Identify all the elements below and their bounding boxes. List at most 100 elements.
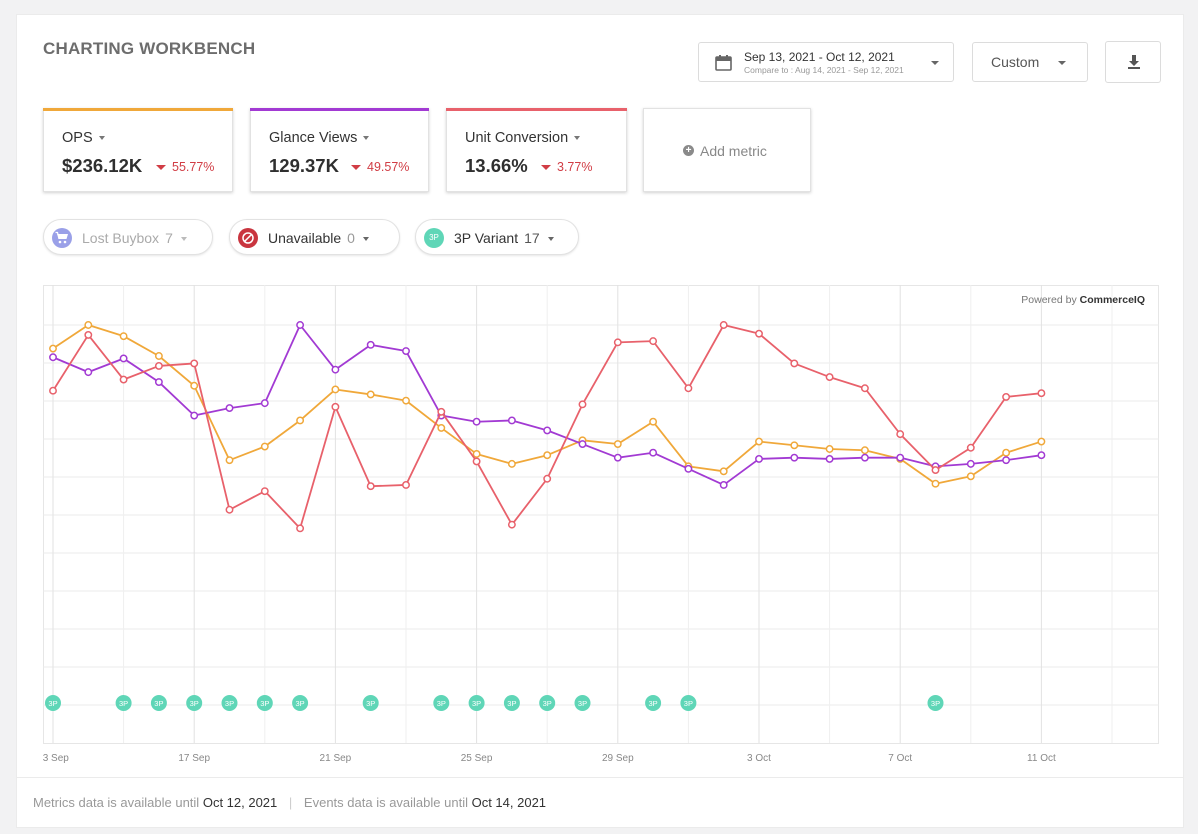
data-point xyxy=(755,329,763,338)
x-tick-label: 3 Oct xyxy=(747,753,771,764)
x-tick-label: 21 Sep xyxy=(320,753,352,764)
add-metric-label: Add metric xyxy=(700,143,767,159)
arrow-down-icon xyxy=(156,165,166,171)
separator: | xyxy=(288,795,293,810)
metric-color-bar xyxy=(43,108,233,111)
data-point xyxy=(719,467,728,476)
calendar-icon xyxy=(715,55,732,71)
metric-delta: 49.57% xyxy=(351,160,409,174)
data-point xyxy=(437,407,446,416)
data-point xyxy=(578,440,587,448)
event-marker-3p xyxy=(433,695,450,711)
data-point xyxy=(190,381,199,390)
powered-by-label: Powered by CommerceIQ xyxy=(1021,294,1145,306)
data-point xyxy=(1002,392,1011,401)
data-point xyxy=(296,416,305,425)
data-point xyxy=(225,505,234,514)
download-button[interactable] xyxy=(1105,41,1161,83)
metric-delta: 55.77% xyxy=(156,160,214,174)
compare-range-text: Compare to : Aug 14, 2021 - Sep 12, 2021 xyxy=(744,65,904,75)
metric-name[interactable]: OPS xyxy=(62,130,105,146)
data-point xyxy=(966,472,975,481)
event-marker-3p xyxy=(362,695,379,711)
data-point xyxy=(84,321,93,329)
event-marker-3p xyxy=(186,695,203,711)
data-point xyxy=(296,321,305,329)
event-marker-label: 3P xyxy=(48,699,57,708)
arrow-down-icon xyxy=(351,165,361,171)
data-point xyxy=(578,400,587,409)
event-filter-label: Unavailable 0 xyxy=(268,230,369,246)
data-point xyxy=(260,399,269,408)
page-title: CHARTING WORKBENCH xyxy=(43,39,256,58)
data-point xyxy=(790,453,799,462)
events-availability-label: Events data is available until xyxy=(303,795,468,810)
data-point xyxy=(366,482,375,491)
data-point xyxy=(296,524,305,533)
metric-card-ops[interactable]: OPS $236.12K 55.77% xyxy=(43,108,233,192)
metric-name[interactable]: Glance Views xyxy=(269,130,370,146)
preset-dropdown[interactable]: Custom xyxy=(972,42,1088,82)
data-point xyxy=(790,359,799,368)
data-point xyxy=(649,337,658,346)
data-point xyxy=(260,487,269,496)
data-point xyxy=(825,373,834,382)
data-point xyxy=(331,365,340,374)
data-point xyxy=(366,340,375,349)
data-point xyxy=(1002,456,1011,465)
x-tick-label: 13 Sep xyxy=(43,753,69,764)
data-point xyxy=(190,411,199,420)
event-filter-3p-variant[interactable]: 3P 3P Variant 17 xyxy=(415,219,579,255)
chevron-down-icon xyxy=(362,237,369,242)
date-range-picker[interactable]: Sep 13, 2021 - Oct 12, 2021 Compare to :… xyxy=(698,42,954,82)
data-point xyxy=(719,481,728,489)
data-point xyxy=(507,459,516,468)
divider xyxy=(17,777,1183,778)
metric-value: 13.66% xyxy=(465,155,528,176)
data-point xyxy=(790,441,799,450)
event-marker-3p xyxy=(221,695,238,711)
data-point xyxy=(402,347,410,355)
chart-svg: 13 Sep 17 Sep 21 Sep 25 Sep 29 Sep 3 Oct 7 Oct… xyxy=(37,285,1191,764)
x-tick-label: 25 Sep xyxy=(461,753,493,764)
event-filter-label: 3P Variant 17 xyxy=(454,230,554,246)
data-point xyxy=(331,385,340,394)
add-metric-button[interactable]: + Add metric xyxy=(643,108,811,192)
metric-name[interactable]: Unit Conversion xyxy=(465,130,581,146)
chevron-down-icon xyxy=(931,61,939,65)
metric-color-bar xyxy=(250,108,429,111)
data-point xyxy=(755,454,763,463)
chevron-down-icon xyxy=(1058,61,1066,65)
event-filter-unavailable[interactable]: Unavailable 0 xyxy=(229,219,400,255)
preset-label: Custom xyxy=(991,54,1040,70)
event-filter-lost-buybox[interactable]: Lost Buybox 7 xyxy=(43,219,213,255)
event-marker-3p xyxy=(45,695,61,711)
data-point xyxy=(472,450,481,458)
data-point xyxy=(1037,451,1046,460)
metrics-availability-label: Metrics data is available until xyxy=(33,795,200,810)
brand-name: CommerceIQ xyxy=(1080,294,1145,306)
event-marker-3p xyxy=(574,695,591,711)
event-marker-label: 3P xyxy=(684,699,693,708)
data-point xyxy=(154,352,163,360)
metric-delta: 3.77% xyxy=(541,160,592,174)
data-point xyxy=(225,456,234,465)
events-availability-date: Oct 14, 2021 xyxy=(471,795,547,810)
event-marker-label: 3P xyxy=(190,699,199,708)
data-point xyxy=(260,442,269,451)
event-marker-3p xyxy=(150,695,167,711)
chevron-down-icon xyxy=(180,237,187,242)
metric-card-unit-conversion[interactable]: Unit Conversion 13.66% 3.77% xyxy=(446,108,627,192)
data-point xyxy=(649,417,658,426)
metric-card-glance-views[interactable]: Glance Views 129.37K 49.57% xyxy=(250,108,429,192)
chevron-down-icon xyxy=(363,136,370,141)
3p-variant-icon: 3P xyxy=(424,228,444,248)
data-point xyxy=(402,396,410,405)
metric-value: 129.37K xyxy=(269,155,339,176)
data-point xyxy=(613,440,622,448)
data-point xyxy=(613,453,622,462)
metric-value: $236.12K xyxy=(62,155,143,176)
x-tick-label: 17 Sep xyxy=(178,753,210,764)
event-marker-label: 3P xyxy=(225,699,234,708)
data-point xyxy=(1037,389,1046,398)
